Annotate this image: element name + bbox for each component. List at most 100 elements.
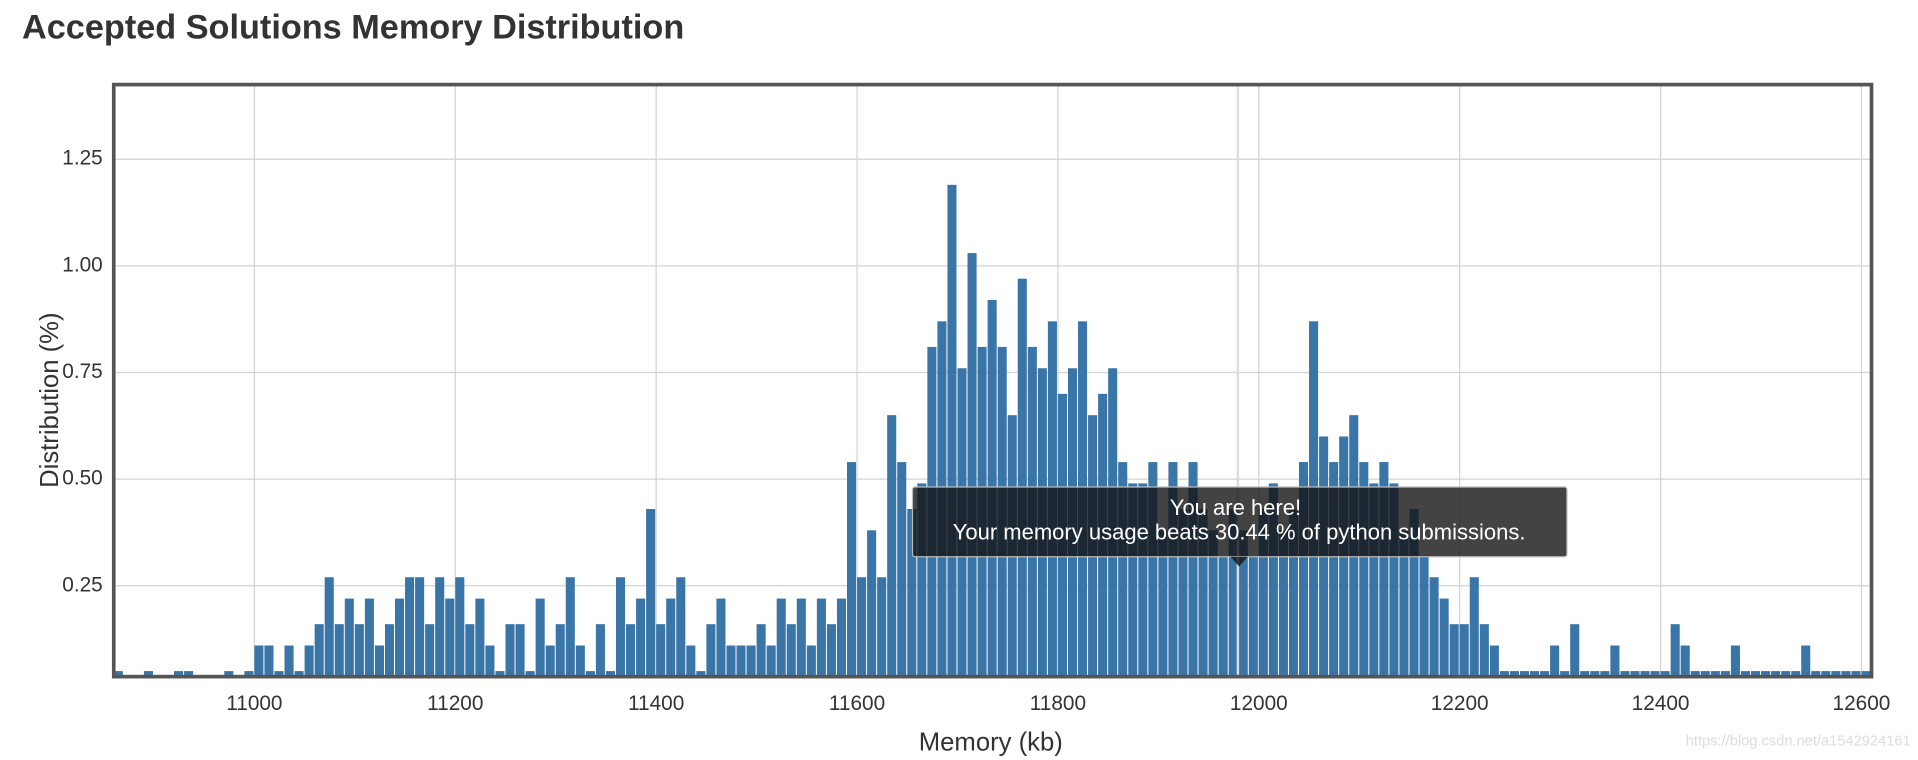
bar [1530, 671, 1540, 677]
bar [726, 645, 736, 677]
bar [1831, 671, 1841, 677]
bar [1288, 508, 1299, 677]
bar [716, 598, 726, 677]
bar [615, 577, 626, 677]
bar [1821, 671, 1831, 677]
bar [395, 598, 405, 677]
bar [947, 184, 957, 677]
bar [1740, 671, 1751, 677]
bar [1188, 462, 1198, 677]
x-tick-label: 12600 [1833, 692, 1891, 715]
bar [746, 645, 756, 677]
bar [636, 598, 646, 677]
bar [1228, 508, 1238, 677]
bar [354, 624, 364, 677]
bar [1158, 530, 1168, 677]
plot-frame [111, 82, 1874, 679]
bar [1590, 671, 1600, 677]
bar [1720, 671, 1730, 677]
x-tick-label: 12000 [1230, 692, 1288, 715]
bar [1610, 645, 1620, 677]
bar [1660, 671, 1670, 677]
bar [595, 624, 605, 677]
bar [1761, 671, 1771, 677]
bar [1469, 577, 1479, 677]
bar [686, 645, 696, 677]
bar [505, 624, 515, 677]
bar [274, 671, 284, 677]
tooltip-title: You are here! [1170, 495, 1301, 520]
bar [405, 577, 415, 677]
bar [324, 577, 334, 677]
bar [1670, 624, 1680, 677]
x-axis-label: Memory (kb) [919, 729, 1063, 757]
bar [756, 624, 766, 677]
watermark: https://blog.csdn.net/a1542924161 [1686, 733, 1911, 749]
bar [1399, 530, 1409, 677]
bar [1369, 483, 1379, 677]
bar [1278, 530, 1288, 677]
bar [264, 645, 274, 677]
bar [1580, 671, 1590, 677]
bar [1811, 671, 1821, 677]
bar [585, 671, 595, 677]
bar [1208, 530, 1218, 677]
bar [495, 671, 505, 677]
bar [1479, 624, 1489, 677]
bar [1791, 671, 1801, 677]
y-tick-label: 1.00 [62, 253, 102, 276]
bar [1459, 624, 1469, 677]
bar [1218, 555, 1228, 677]
bar [143, 671, 153, 677]
bar [1128, 483, 1138, 677]
bar [857, 577, 867, 677]
tooltip-text: Your memory usage beats 30.44 % of pytho… [953, 519, 1526, 544]
bar [1419, 555, 1429, 677]
bar [706, 624, 716, 677]
bar [967, 253, 977, 677]
bar [1389, 483, 1399, 677]
bar [555, 624, 565, 677]
bar [1248, 555, 1258, 677]
bar [1540, 671, 1550, 677]
bar [545, 645, 555, 677]
bar [1519, 671, 1530, 677]
bar [1560, 671, 1570, 677]
bar [1409, 508, 1419, 677]
bar [1499, 671, 1509, 677]
bar [525, 671, 535, 677]
bar [1168, 462, 1178, 677]
bar [113, 671, 123, 677]
bar [485, 645, 495, 677]
bar [806, 645, 816, 677]
bar [1851, 671, 1861, 677]
x-tick-label: 12400 [1632, 692, 1690, 715]
bar [344, 598, 354, 677]
y-tick-label: 0.25 [62, 573, 102, 596]
bar [676, 577, 686, 677]
bar [455, 577, 465, 677]
bar [1178, 508, 1188, 677]
bar [1449, 624, 1459, 677]
bar [224, 671, 234, 677]
bar [1700, 671, 1710, 677]
grid [113, 84, 1872, 677]
bar [907, 508, 917, 677]
y-tick-label: 0.75 [62, 360, 102, 383]
bar [877, 577, 887, 677]
x-tick-label: 11000 [226, 692, 282, 715]
bar [826, 624, 836, 677]
bar [1329, 462, 1339, 677]
bar [656, 624, 666, 677]
bar [1750, 671, 1761, 677]
bar [1268, 483, 1278, 677]
bar [867, 530, 877, 677]
bar [314, 624, 324, 677]
bar [846, 462, 857, 677]
bar [1841, 671, 1851, 677]
bar [1258, 508, 1268, 677]
bar [1771, 671, 1781, 677]
bar [1650, 671, 1660, 677]
bar [184, 671, 194, 677]
